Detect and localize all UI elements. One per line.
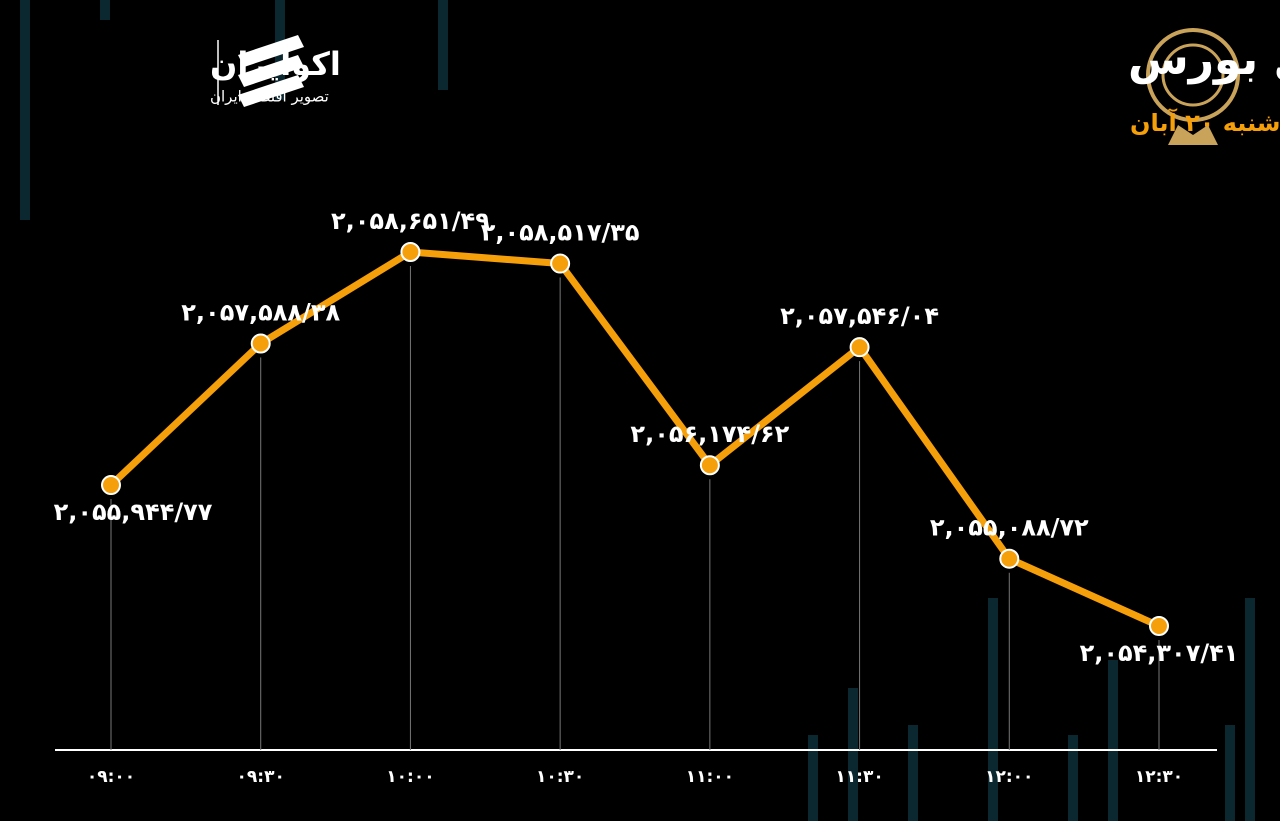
- x-tick-label: ۱۲:۳۰: [1135, 767, 1183, 787]
- logo: [217, 28, 1240, 145]
- point: [550, 253, 571, 274]
- x-tick-label: ۱۰:۳۰: [536, 767, 584, 787]
- x-tick-label: ۱۲:۰۰: [985, 767, 1033, 787]
- value-label: ۲,۰۵۸,۶۵۱/۴۹: [331, 207, 490, 235]
- x-tick-label: ۱۱:۳۰: [835, 767, 883, 787]
- x-tick-label: ۱۱:۰۰: [686, 767, 734, 787]
- point: [849, 337, 870, 358]
- chart-title: روند شاخص کل بورس: [1128, 34, 1280, 85]
- point: [699, 455, 720, 476]
- value-label: ۲,۰۵۵,۹۴۴/۷۷: [54, 498, 213, 526]
- line: [108, 248, 1161, 630]
- point: [400, 242, 421, 262]
- chart-subtitle: شنبه ۲۰ آبان: [1130, 108, 1280, 137]
- value-label: ۲,۰۵۷,۵۴۶/۰۴: [780, 302, 939, 330]
- value-label: ۲,۰۵۷,۵۸۸/۳۸: [181, 299, 340, 327]
- point: [101, 475, 121, 496]
- x-tick-label: ۱۰:۰۰: [386, 767, 434, 787]
- x-tick-label: ۰۹:۰۰: [87, 767, 135, 787]
- brand-tagline: تصویر اقتصاد ایران: [210, 88, 329, 106]
- point: [999, 548, 1020, 569]
- point: [250, 333, 271, 354]
- value-label: ۲,۰۵۶,۱۷۴/۶۲: [630, 420, 789, 448]
- value-label: ۲,۰۵۵,۰۸۸/۷۲: [930, 514, 1089, 542]
- brand-name: اکوایران: [210, 45, 341, 83]
- background-bars: [20, 0, 1255, 821]
- x-tick-label: ۰۹:۳۰: [237, 767, 285, 787]
- value-label: ۲,۰۵۸,۵۱۷/۳۵: [481, 219, 640, 247]
- point: [1149, 616, 1169, 636]
- value-label: ۲,۰۵۴,۳۰۷/۴۱: [1080, 639, 1239, 667]
